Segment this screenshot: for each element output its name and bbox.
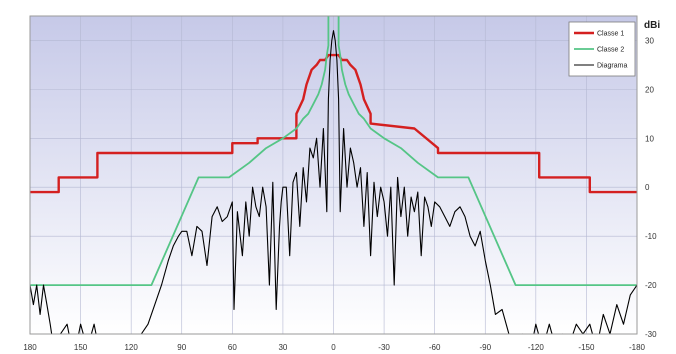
x-axis-ticks: 180 150 120 90 60 30 0 -30 -60 -90 -120 -150 -180 bbox=[23, 343, 645, 352]
y-tick-label: 20 bbox=[645, 85, 654, 94]
y-tick-label: 30 bbox=[645, 36, 654, 45]
y-tick-label: 10 bbox=[645, 134, 654, 143]
x-tick-label: 0 bbox=[331, 343, 336, 352]
x-tick-label: 150 bbox=[74, 343, 88, 352]
series-layer bbox=[30, 16, 637, 334]
x-tick-label: 30 bbox=[278, 343, 287, 352]
x-tick-label: -30 bbox=[378, 343, 390, 352]
x-tick-label: -60 bbox=[429, 343, 441, 352]
legend-label-classe-2: Classe 2 bbox=[597, 47, 624, 54]
series-line-classe-2 bbox=[30, 16, 637, 287]
y-tick-label: 0 bbox=[645, 183, 650, 192]
y-tick-label: -30 bbox=[645, 330, 657, 339]
grid bbox=[29, 16, 638, 335]
x-tick-label: -150 bbox=[578, 343, 595, 352]
legend: Classe 1 Classe 2 Diagrama bbox=[568, 21, 636, 77]
y-tick-label: -20 bbox=[645, 281, 657, 290]
x-tick-label: 60 bbox=[228, 343, 237, 352]
x-tick-label: 120 bbox=[124, 343, 138, 352]
x-tick-label: 90 bbox=[177, 343, 186, 352]
y-axis-ticks: -30 -20 -10 0 10 20 30 bbox=[645, 36, 657, 339]
y-tick-label: -10 bbox=[645, 232, 657, 241]
series-line-classe-1 bbox=[30, 53, 637, 194]
series-line-diagrama bbox=[30, 30, 637, 334]
legend-label-classe-1: Classe 1 bbox=[597, 31, 624, 38]
plot-border bbox=[29, 15, 638, 335]
legend-label-diagrama: Diagrama bbox=[597, 63, 627, 70]
x-tick-label: -180 bbox=[629, 343, 646, 352]
y-axis-unit-label: dBi bbox=[644, 20, 660, 31]
x-tick-label: -120 bbox=[528, 343, 545, 352]
x-tick-label: -90 bbox=[479, 343, 491, 352]
x-tick-label: 180 bbox=[23, 343, 37, 352]
